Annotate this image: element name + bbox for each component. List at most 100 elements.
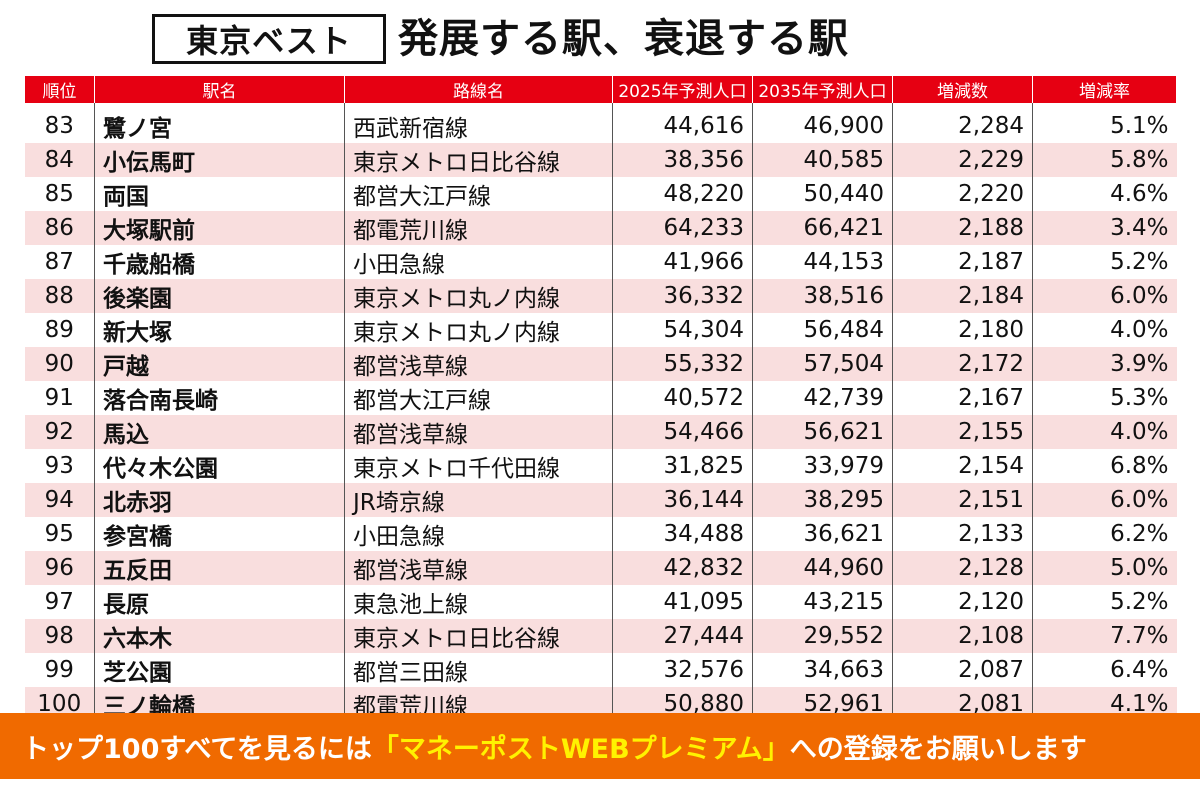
change-count-cell: 2,220 <box>892 177 1033 211</box>
pop-2035-cell: 46,900 <box>752 103 893 143</box>
change-count-cell: 2,155 <box>892 415 1033 449</box>
table-row: 89 新大塚 東京メトロ丸ノ内線 54,304 56,484 2,180 4.0% <box>24 313 1177 347</box>
table-row: 92 馬込 都営浅草線 54,466 56,621 2,155 4.0% <box>24 415 1177 449</box>
line-name-cell: 小田急線 <box>344 245 613 279</box>
change-rate-cell: 5.3% <box>1032 381 1177 415</box>
change-rate-cell: 4.0% <box>1032 415 1177 449</box>
change-count-cell: 2,151 <box>892 483 1033 517</box>
table-row: 96 五反田 都営浅草線 42,832 44,960 2,128 5.0% <box>24 551 1177 585</box>
pop-2025-cell: 55,332 <box>612 347 753 381</box>
column-header-pop2035: 2035年予測人口 <box>752 76 893 103</box>
pop-2035-cell: 33,979 <box>752 449 893 483</box>
station-name-cell: 馬込 <box>94 415 345 449</box>
rank-cell: 83 <box>24 103 95 143</box>
banner-highlight: 「マネーポストWEBプレミアム」 <box>371 733 790 765</box>
column-header-line: 路線名 <box>344 76 613 103</box>
line-name-cell: 小田急線 <box>344 517 613 551</box>
line-name-cell: 都営大江戸線 <box>344 381 613 415</box>
change-rate-cell: 6.0% <box>1032 279 1177 313</box>
line-name-cell: 都営浅草線 <box>344 347 613 381</box>
pop-2025-cell: 32,576 <box>612 653 753 687</box>
pop-2035-cell: 34,663 <box>752 653 893 687</box>
banner-suffix: への登録をお願いします <box>789 733 1087 765</box>
pop-2025-cell: 34,488 <box>612 517 753 551</box>
line-name-cell: 東京メトロ日比谷線 <box>344 619 613 653</box>
table-row: 83 鷺ノ宮 西武新宿線 44,616 46,900 2,284 5.1% <box>24 103 1177 143</box>
pop-2035-cell: 44,153 <box>752 245 893 279</box>
pop-2025-cell: 38,356 <box>612 143 753 177</box>
table-row: 99 芝公園 都営三田線 32,576 34,663 2,087 6.4% <box>24 653 1177 687</box>
rank-cell: 93 <box>24 449 95 483</box>
change-rate-cell: 4.0% <box>1032 313 1177 347</box>
pop-2025-cell: 36,332 <box>612 279 753 313</box>
rank-cell: 91 <box>24 381 95 415</box>
change-rate-cell: 5.1% <box>1032 103 1177 143</box>
station-name-cell: 五反田 <box>94 551 345 585</box>
change-count-cell: 2,284 <box>892 103 1033 143</box>
page-header: 東京ベスト 発展する駅、衰退する駅 <box>0 0 1200 76</box>
change-count-cell: 2,172 <box>892 347 1033 381</box>
pop-2035-cell: 57,504 <box>752 347 893 381</box>
pop-2035-cell: 56,621 <box>752 415 893 449</box>
station-name-cell: 両国 <box>94 177 345 211</box>
table-row: 88 後楽園 東京メトロ丸ノ内線 36,332 38,516 2,184 6.0% <box>24 279 1177 313</box>
rank-cell: 96 <box>24 551 95 585</box>
pop-2025-cell: 40,572 <box>612 381 753 415</box>
pop-2035-cell: 38,295 <box>752 483 893 517</box>
rank-cell: 88 <box>24 279 95 313</box>
station-name-cell: 六本木 <box>94 619 345 653</box>
pop-2035-cell: 44,960 <box>752 551 893 585</box>
change-rate-cell: 6.0% <box>1032 483 1177 517</box>
table-body: 83 鷺ノ宮 西武新宿線 44,616 46,900 2,284 5.1% 84 小伝馬町 東京メ… <box>24 103 1177 721</box>
pop-2025-cell: 54,466 <box>612 415 753 449</box>
ranking-table: 順位 駅名 路線名 2025年予測人口 2035年予測人口 増減数 増減率 83… <box>24 76 1177 721</box>
rank-cell: 99 <box>24 653 95 687</box>
change-rate-cell: 6.8% <box>1032 449 1177 483</box>
change-count-cell: 2,229 <box>892 143 1033 177</box>
pop-2035-cell: 56,484 <box>752 313 893 347</box>
change-count-cell: 2,167 <box>892 381 1033 415</box>
line-name-cell: 都電荒川線 <box>344 211 613 245</box>
banner-prefix: トップ100すべてを見るには <box>22 733 372 765</box>
column-header-station: 駅名 <box>94 76 345 103</box>
station-name-cell: 北赤羽 <box>94 483 345 517</box>
station-name-cell: 代々木公園 <box>94 449 345 483</box>
pop-2035-cell: 42,739 <box>752 381 893 415</box>
table-row: 91 落合南長崎 都営大江戸線 40,572 42,739 2,167 5.3% <box>24 381 1177 415</box>
change-count-cell: 2,087 <box>892 653 1033 687</box>
series-tag: 東京ベスト <box>152 14 386 64</box>
pop-2035-cell: 40,585 <box>752 143 893 177</box>
station-name-cell: 長原 <box>94 585 345 619</box>
line-name-cell: 都営浅草線 <box>344 415 613 449</box>
pop-2025-cell: 36,144 <box>612 483 753 517</box>
station-name-cell: 鷺ノ宮 <box>94 103 345 143</box>
line-name-cell: 東京メトロ千代田線 <box>344 449 613 483</box>
column-header-rank: 順位 <box>24 76 95 103</box>
line-name-cell: 東京メトロ丸ノ内線 <box>344 313 613 347</box>
line-name-cell: 西武新宿線 <box>344 103 613 143</box>
line-name-cell: 都営三田線 <box>344 653 613 687</box>
change-count-cell: 2,187 <box>892 245 1033 279</box>
station-name-cell: 千歳船橋 <box>94 245 345 279</box>
rank-cell: 84 <box>24 143 95 177</box>
table-row: 98 六本木 東京メトロ日比谷線 27,444 29,552 2,108 7.7% <box>24 619 1177 653</box>
pop-2035-cell: 36,621 <box>752 517 893 551</box>
table-row: 95 参宮橋 小田急線 34,488 36,621 2,133 6.2% <box>24 517 1177 551</box>
station-name-cell: 新大塚 <box>94 313 345 347</box>
pop-2025-cell: 31,825 <box>612 449 753 483</box>
pop-2035-cell: 38,516 <box>752 279 893 313</box>
change-count-cell: 2,188 <box>892 211 1033 245</box>
line-name-cell: JR埼京線 <box>344 483 613 517</box>
change-rate-cell: 7.7% <box>1032 619 1177 653</box>
table-row: 94 北赤羽 JR埼京線 36,144 38,295 2,151 6.0% <box>24 483 1177 517</box>
pop-2035-cell: 50,440 <box>752 177 893 211</box>
change-rate-cell: 5.2% <box>1032 585 1177 619</box>
pop-2025-cell: 54,304 <box>612 313 753 347</box>
change-rate-cell: 4.6% <box>1032 177 1177 211</box>
table-row: 97 長原 東急池上線 41,095 43,215 2,120 5.2% <box>24 585 1177 619</box>
rank-cell: 94 <box>24 483 95 517</box>
premium-banner[interactable]: トップ100すべてを見るには 「マネーポストWEBプレミアム」 への登録をお願いしま… <box>0 713 1200 779</box>
column-header-rate: 増減率 <box>1032 76 1177 103</box>
station-name-cell: 参宮橋 <box>94 517 345 551</box>
station-name-cell: 後楽園 <box>94 279 345 313</box>
